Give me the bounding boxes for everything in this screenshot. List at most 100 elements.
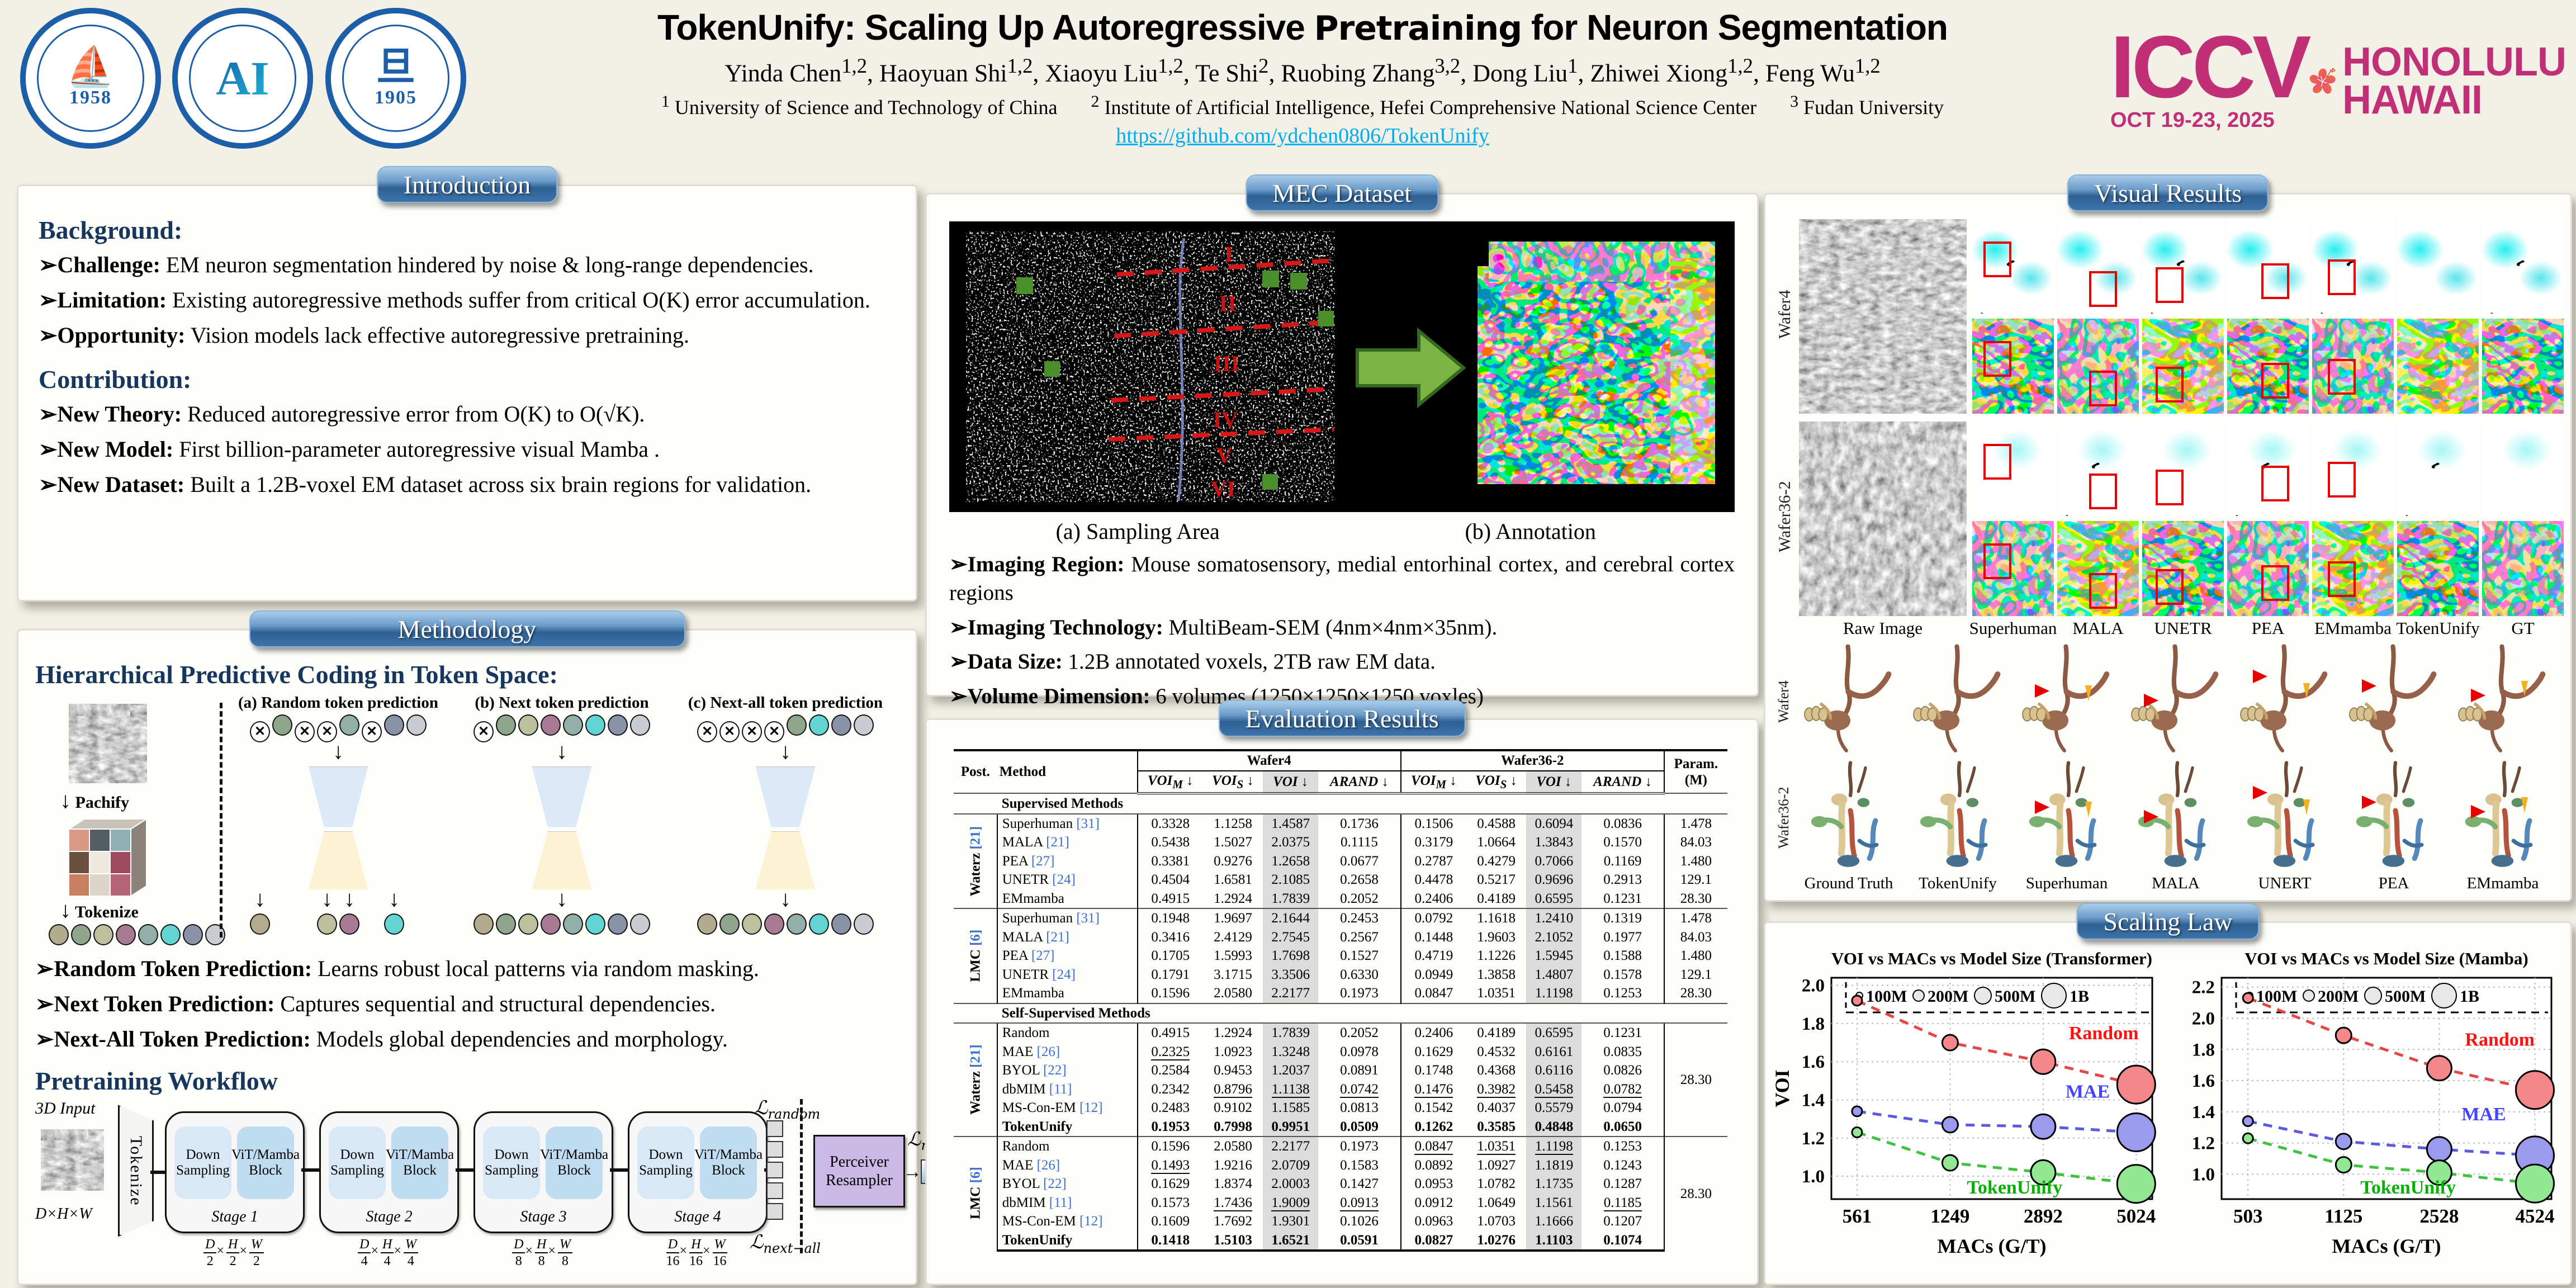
result-tile	[2057, 521, 2139, 616]
poster-header: TokenUnify: Scaling Up Autoregressive Pr…	[531, 7, 2074, 148]
error-highlight-box	[2261, 466, 2289, 501]
table-row: BYOL [22] 0.1629 1.8374 2.0003 0.1427 0.0953 1…	[954, 1175, 1727, 1194]
table-row: MALA [21] 0.3416 2.4129 2.7545 0.2567 0.1448 1…	[954, 927, 1727, 947]
svg-text:MACs (G/T): MACs (G/T)	[1938, 1235, 2047, 1257]
wafer-row-label: Wafer4	[1775, 290, 1794, 339]
token-icon	[809, 913, 829, 935]
result-tile	[2142, 219, 2224, 314]
neuron-row-label: Wafer4	[1775, 680, 1792, 723]
svg-text:5024: 5024	[2116, 1205, 2156, 1227]
loss-random-label: ℒrandom	[754, 1097, 821, 1123]
caption-sampling-area: (a) Sampling Area	[1055, 519, 1220, 544]
section-title-scaling-law: Scaling Law	[2076, 903, 2260, 940]
result-tile	[1972, 219, 2054, 314]
token-icon	[473, 913, 494, 935]
method-column-label: UNETR	[2154, 618, 2212, 638]
result-tile	[2482, 219, 2564, 314]
table-row: LMC [6] Superhuman [31] 0.1948 1.9697 2.1644…	[954, 908, 1727, 1003]
token-icon	[116, 924, 136, 945]
token-icon	[608, 714, 628, 736]
svg-text:MAE: MAE	[2066, 1081, 2110, 1102]
method-column-label: EMmamba	[2314, 618, 2392, 638]
neuron-column-labels: Ground Truth TokenUnify Superhuman MALA UNER…	[1775, 874, 2570, 896]
token-icon	[183, 924, 203, 945]
svg-text:1.6: 1.6	[1802, 1052, 1825, 1072]
intro-contribution-heading: Contribution:	[39, 365, 192, 394]
bullet-item: ➢Next-All Token Prediction: Models globa…	[35, 1026, 728, 1052]
bullet-item: ➢Imaging Technology: MultiBeam-SEM (4nm×…	[949, 615, 1498, 640]
error-highlight-box	[2328, 359, 2356, 395]
svg-text:100M: 100M	[2256, 987, 2297, 1006]
section-title-evaluation-results: Evaluation Results	[1218, 700, 1466, 737]
table-row: MAE [26] 0.2325 1.0923 1.3248 0.0978 0.1629 0.…	[954, 1042, 1727, 1062]
table-row: EMmamba 0.4915 1.2924 1.7839 0.2052 0.2406 0.4…	[954, 889, 1727, 909]
table-row: PEA [27] 0.1705 1.5993 1.7698 0.1527 0.4719 1.…	[954, 946, 1727, 965]
neuron-column-label: Ground Truth	[1804, 874, 1893, 892]
result-tile	[2397, 422, 2479, 517]
table-row: TokenUnify 0.1418 1.5103 1.6521 0.0591 0.0827…	[954, 1230, 1727, 1252]
token-icon	[585, 913, 605, 935]
right-arrow-icon: →	[903, 1162, 922, 1183]
error-highlight-box	[2261, 263, 2289, 299]
svg-text:III: III	[1214, 351, 1240, 376]
error-highlight-box	[2328, 561, 2356, 597]
hefei-ai-logo-glyph: AI	[216, 51, 269, 105]
svg-text:1.0: 1.0	[2192, 1164, 2215, 1185]
neuron-column-label: PEA	[2378, 874, 2409, 892]
masked-token-icon: ✕	[250, 721, 270, 742]
svg-text:1.2: 1.2	[2192, 1134, 2215, 1154]
error-highlight-box	[2089, 371, 2117, 406]
workflow-stage: Down Sampling ViT/Mamba Block Stage 1	[165, 1111, 305, 1234]
svg-text:2.0: 2.0	[2192, 1009, 2215, 1029]
token-icon	[787, 913, 807, 935]
neuron-row-label: Wafer36-2	[1775, 787, 1792, 849]
svg-text:II: II	[1219, 291, 1236, 316]
result-tile	[2397, 219, 2479, 314]
masked-token-icon: ✕	[473, 721, 494, 742]
iccv-logo: ICCV OCT 19-23, 2025 HONOLULU HAWAII	[2110, 11, 2566, 151]
prediction-column: (a) Random token prediction ✕ ✕ ✕ ✕ ↓ ↓ ↓ ↓ ↓	[232, 694, 444, 937]
result-tile	[2482, 319, 2564, 414]
prediction-columns: (a) Random token prediction ✕ ✕ ✕ ✕ ↓ ↓ ↓ ↓ ↓ …	[232, 694, 897, 946]
svg-text:2.0: 2.0	[1802, 976, 1825, 996]
workflow-stage: Down Sampling ViT/Mamba Block Stage 4	[628, 1111, 768, 1234]
token-icon	[854, 714, 874, 736]
token-icon	[496, 714, 516, 736]
method-column-label: Raw Image	[1843, 618, 1923, 638]
bullet-item: ➢Next Token Prediction: Captures sequent…	[35, 991, 716, 1016]
token-icon	[787, 714, 807, 736]
svg-text:200M: 200M	[1928, 987, 1968, 1006]
fudan-logo: 旦 1905	[325, 8, 466, 149]
token-icon	[339, 714, 359, 736]
token-icon	[831, 714, 851, 736]
green-arrow-icon	[1356, 327, 1466, 409]
svg-text:Random: Random	[2465, 1030, 2535, 1050]
token-icon	[854, 913, 874, 935]
error-highlight-box	[1983, 242, 2011, 277]
svg-text:TokenUnify: TokenUnify	[2360, 1177, 2456, 1198]
token-icon	[630, 714, 650, 736]
svg-text:IV: IV	[1213, 407, 1238, 432]
masked-token-icon: ✕	[295, 721, 315, 742]
svg-text:MAE: MAE	[2461, 1104, 2506, 1125]
result-tile	[2312, 521, 2394, 616]
github-link[interactable]: https://github.com/ydchen0806/TokenUnify	[1116, 124, 1489, 148]
svg-text:1.2: 1.2	[1802, 1129, 1825, 1149]
result-tile	[1799, 219, 1967, 414]
authors-line: Yinda Chen1,2, Haoyuan Shi1,2, Xiaoyu Li…	[724, 54, 1881, 87]
workflow-diagram: 3D Input D×H×W Tokenize Down Sampling Vi…	[35, 1097, 950, 1284]
neuron-render-row	[1796, 643, 2561, 757]
error-highlight-box	[1983, 444, 2011, 480]
token-icon	[496, 913, 516, 935]
svg-text:I: I	[1224, 242, 1233, 267]
prediction-column: (c) Next-all token prediction ✕ ✕ ✕ ✕ ↓ ↓	[679, 694, 892, 937]
token-icon	[49, 924, 69, 945]
loss-nextall-label: ℒnext−all	[750, 1231, 821, 1257]
result-tile	[2227, 422, 2309, 517]
masked-token-icon: ✕	[697, 721, 717, 742]
result-tile	[2397, 319, 2479, 414]
error-highlight-box	[1983, 543, 2011, 579]
result-tile	[2227, 319, 2309, 414]
